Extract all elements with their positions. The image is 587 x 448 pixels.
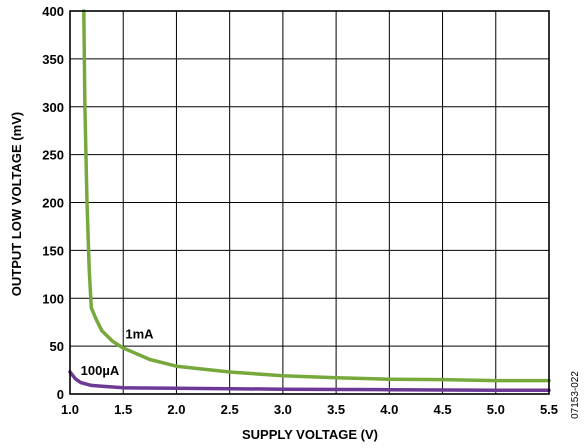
y-tick-label: 50 (50, 339, 64, 354)
y-tick-label: 150 (42, 243, 64, 258)
grid (70, 11, 549, 394)
series-layer (68, 9, 551, 392)
y-tick-label: 0 (57, 387, 64, 402)
x-tick-label: 3.5 (327, 402, 345, 417)
x-tick-label: 1.0 (61, 402, 79, 417)
x-tick-labels: 1.0 1.5 2.0 2.5 3.0 3.5 4.0 4.5 5.0 5.5 (61, 402, 558, 417)
x-tick-label: 1.5 (114, 402, 132, 417)
x-tick-label: 2.5 (221, 402, 239, 417)
x-tick-label: 2.0 (167, 402, 185, 417)
y-tick-label: 250 (42, 148, 64, 163)
y-tick-label: 300 (42, 100, 64, 115)
series-line-1 (68, 370, 551, 392)
series-line-0 (82, 9, 551, 383)
x-tick-label: 4.0 (380, 402, 398, 417)
x-tick-label: 4.5 (434, 402, 452, 417)
series-annotation: 1mA (125, 326, 154, 341)
x-tick-label: 5.0 (487, 402, 505, 417)
y-tick-label: 350 (42, 52, 64, 67)
x-tick-label: 5.5 (540, 402, 558, 417)
y-tick-label: 100 (42, 291, 64, 306)
y-tick-label: 200 (42, 196, 64, 211)
series-annotation: 100µA (81, 363, 120, 378)
y-tick-label: 400 (42, 4, 64, 19)
y-tick-labels: 0 50 100 150 200 250 300 350 400 (42, 4, 64, 402)
x-axis-title: SUPPLY VOLTAGE (V) (242, 427, 378, 442)
y-axis-title: OUTPUT LOW VOLTAGE (mV) (9, 112, 24, 296)
figure-code: 07153-022 (570, 371, 581, 419)
x-tick-label: 3.0 (274, 402, 292, 417)
plot-frame (69, 10, 550, 395)
annotations: 1mA 100µA (81, 326, 154, 377)
